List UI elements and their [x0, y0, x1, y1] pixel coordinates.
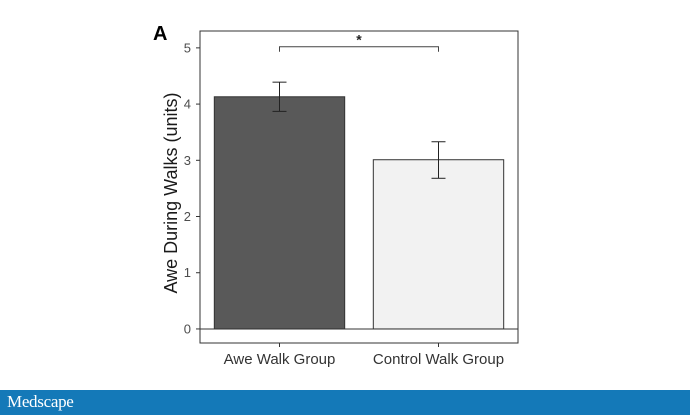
y-tick-label: 5 — [184, 40, 191, 55]
footer-bar: Medscape — [0, 390, 690, 415]
y-tick-label: 2 — [184, 209, 191, 224]
significance-label: * — [356, 32, 362, 48]
error-bar — [272, 81, 287, 112]
error-bar — [431, 141, 446, 179]
y-axis-title: Awe During Walks (units) — [161, 92, 181, 293]
y-tick-label: 4 — [184, 97, 191, 112]
x-axis: Awe Walk Group Control Walk Group — [224, 343, 504, 368]
bars — [213, 96, 505, 330]
bar-chart: A Awe During Walks (units) 0 1 2 3 4 5 * Awe … — [153, 23, 519, 368]
category-label: Awe Walk Group — [224, 351, 336, 368]
bar — [213, 96, 346, 330]
error-bars — [272, 81, 446, 179]
significance-bracket: * — [279, 32, 439, 52]
y-tick-label: 3 — [184, 153, 191, 168]
significance-line — [279, 46, 439, 52]
y-tick-label: 1 — [184, 265, 191, 280]
y-tick-label: 0 — [184, 321, 191, 336]
category-label: Control Walk Group — [373, 351, 504, 368]
bar — [372, 159, 505, 330]
panel-label: A — [153, 23, 167, 45]
brand-logo: Medscape — [7, 392, 74, 411]
plot-panel — [199, 30, 519, 344]
y-axis: 0 1 2 3 4 5 — [184, 40, 200, 336]
